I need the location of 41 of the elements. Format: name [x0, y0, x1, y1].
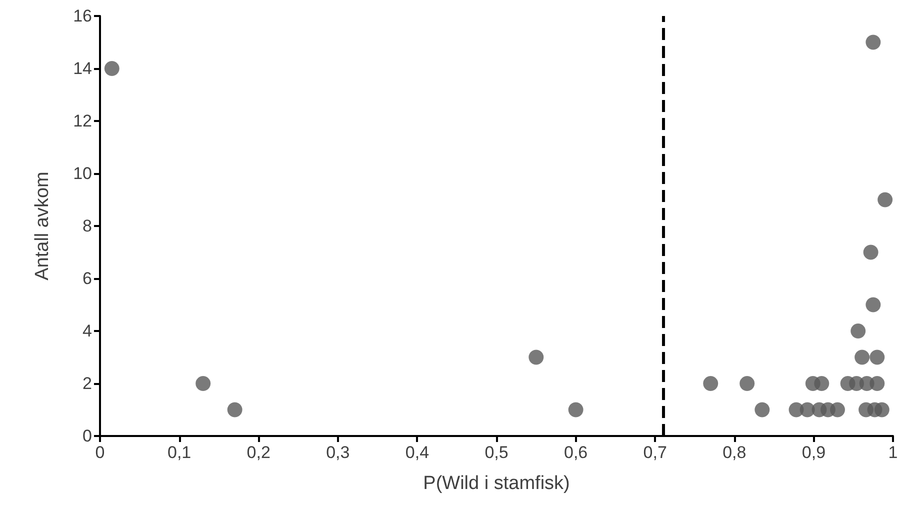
y-tick-label: 16 — [73, 6, 92, 26]
point — [227, 402, 242, 418]
y-tick-label: 14 — [73, 59, 92, 78]
y-tick-label: 4 — [82, 322, 92, 340]
point — [568, 402, 584, 418]
y-tick-label: 6 — [82, 269, 92, 288]
x-tick-label: 0 — [95, 443, 105, 462]
x-tick-label: 0,7 — [643, 443, 667, 462]
point — [814, 376, 830, 391]
point — [866, 297, 881, 312]
point — [703, 376, 718, 391]
point — [740, 376, 755, 391]
point — [866, 34, 881, 50]
point — [754, 402, 770, 418]
point — [863, 244, 878, 260]
x-tick-label: 0,6 — [564, 443, 588, 462]
x-tick-label: 0,4 — [405, 443, 430, 462]
y-tick-label: 0 — [82, 426, 92, 446]
point — [104, 61, 120, 76]
y-tick-label: 8 — [82, 216, 92, 236]
x-tick-label: 0,2 — [246, 443, 270, 462]
point — [870, 350, 885, 365]
x-tick-label: 0,5 — [484, 443, 508, 462]
x-tick-label: 0,3 — [326, 443, 350, 462]
y-tick-label: 12 — [73, 112, 92, 130]
y-tick-label: 10 — [73, 164, 92, 183]
point — [528, 350, 544, 365]
x-tick-label: 1 — [888, 443, 898, 462]
x-axis-title: P(Wild i stamfisk) — [423, 473, 570, 494]
point — [878, 192, 893, 208]
point — [870, 376, 885, 391]
point — [874, 402, 890, 418]
x-tick-label: 0,1 — [167, 443, 192, 462]
point — [854, 350, 870, 365]
point — [196, 376, 211, 391]
x-tick-label: 0,8 — [722, 443, 746, 462]
point — [850, 324, 866, 338]
y-tick-label: 2 — [82, 374, 92, 393]
point — [830, 402, 845, 418]
y-axis-title: Antall avkom — [32, 172, 53, 280]
x-tick-label: 0,9 — [802, 443, 826, 462]
